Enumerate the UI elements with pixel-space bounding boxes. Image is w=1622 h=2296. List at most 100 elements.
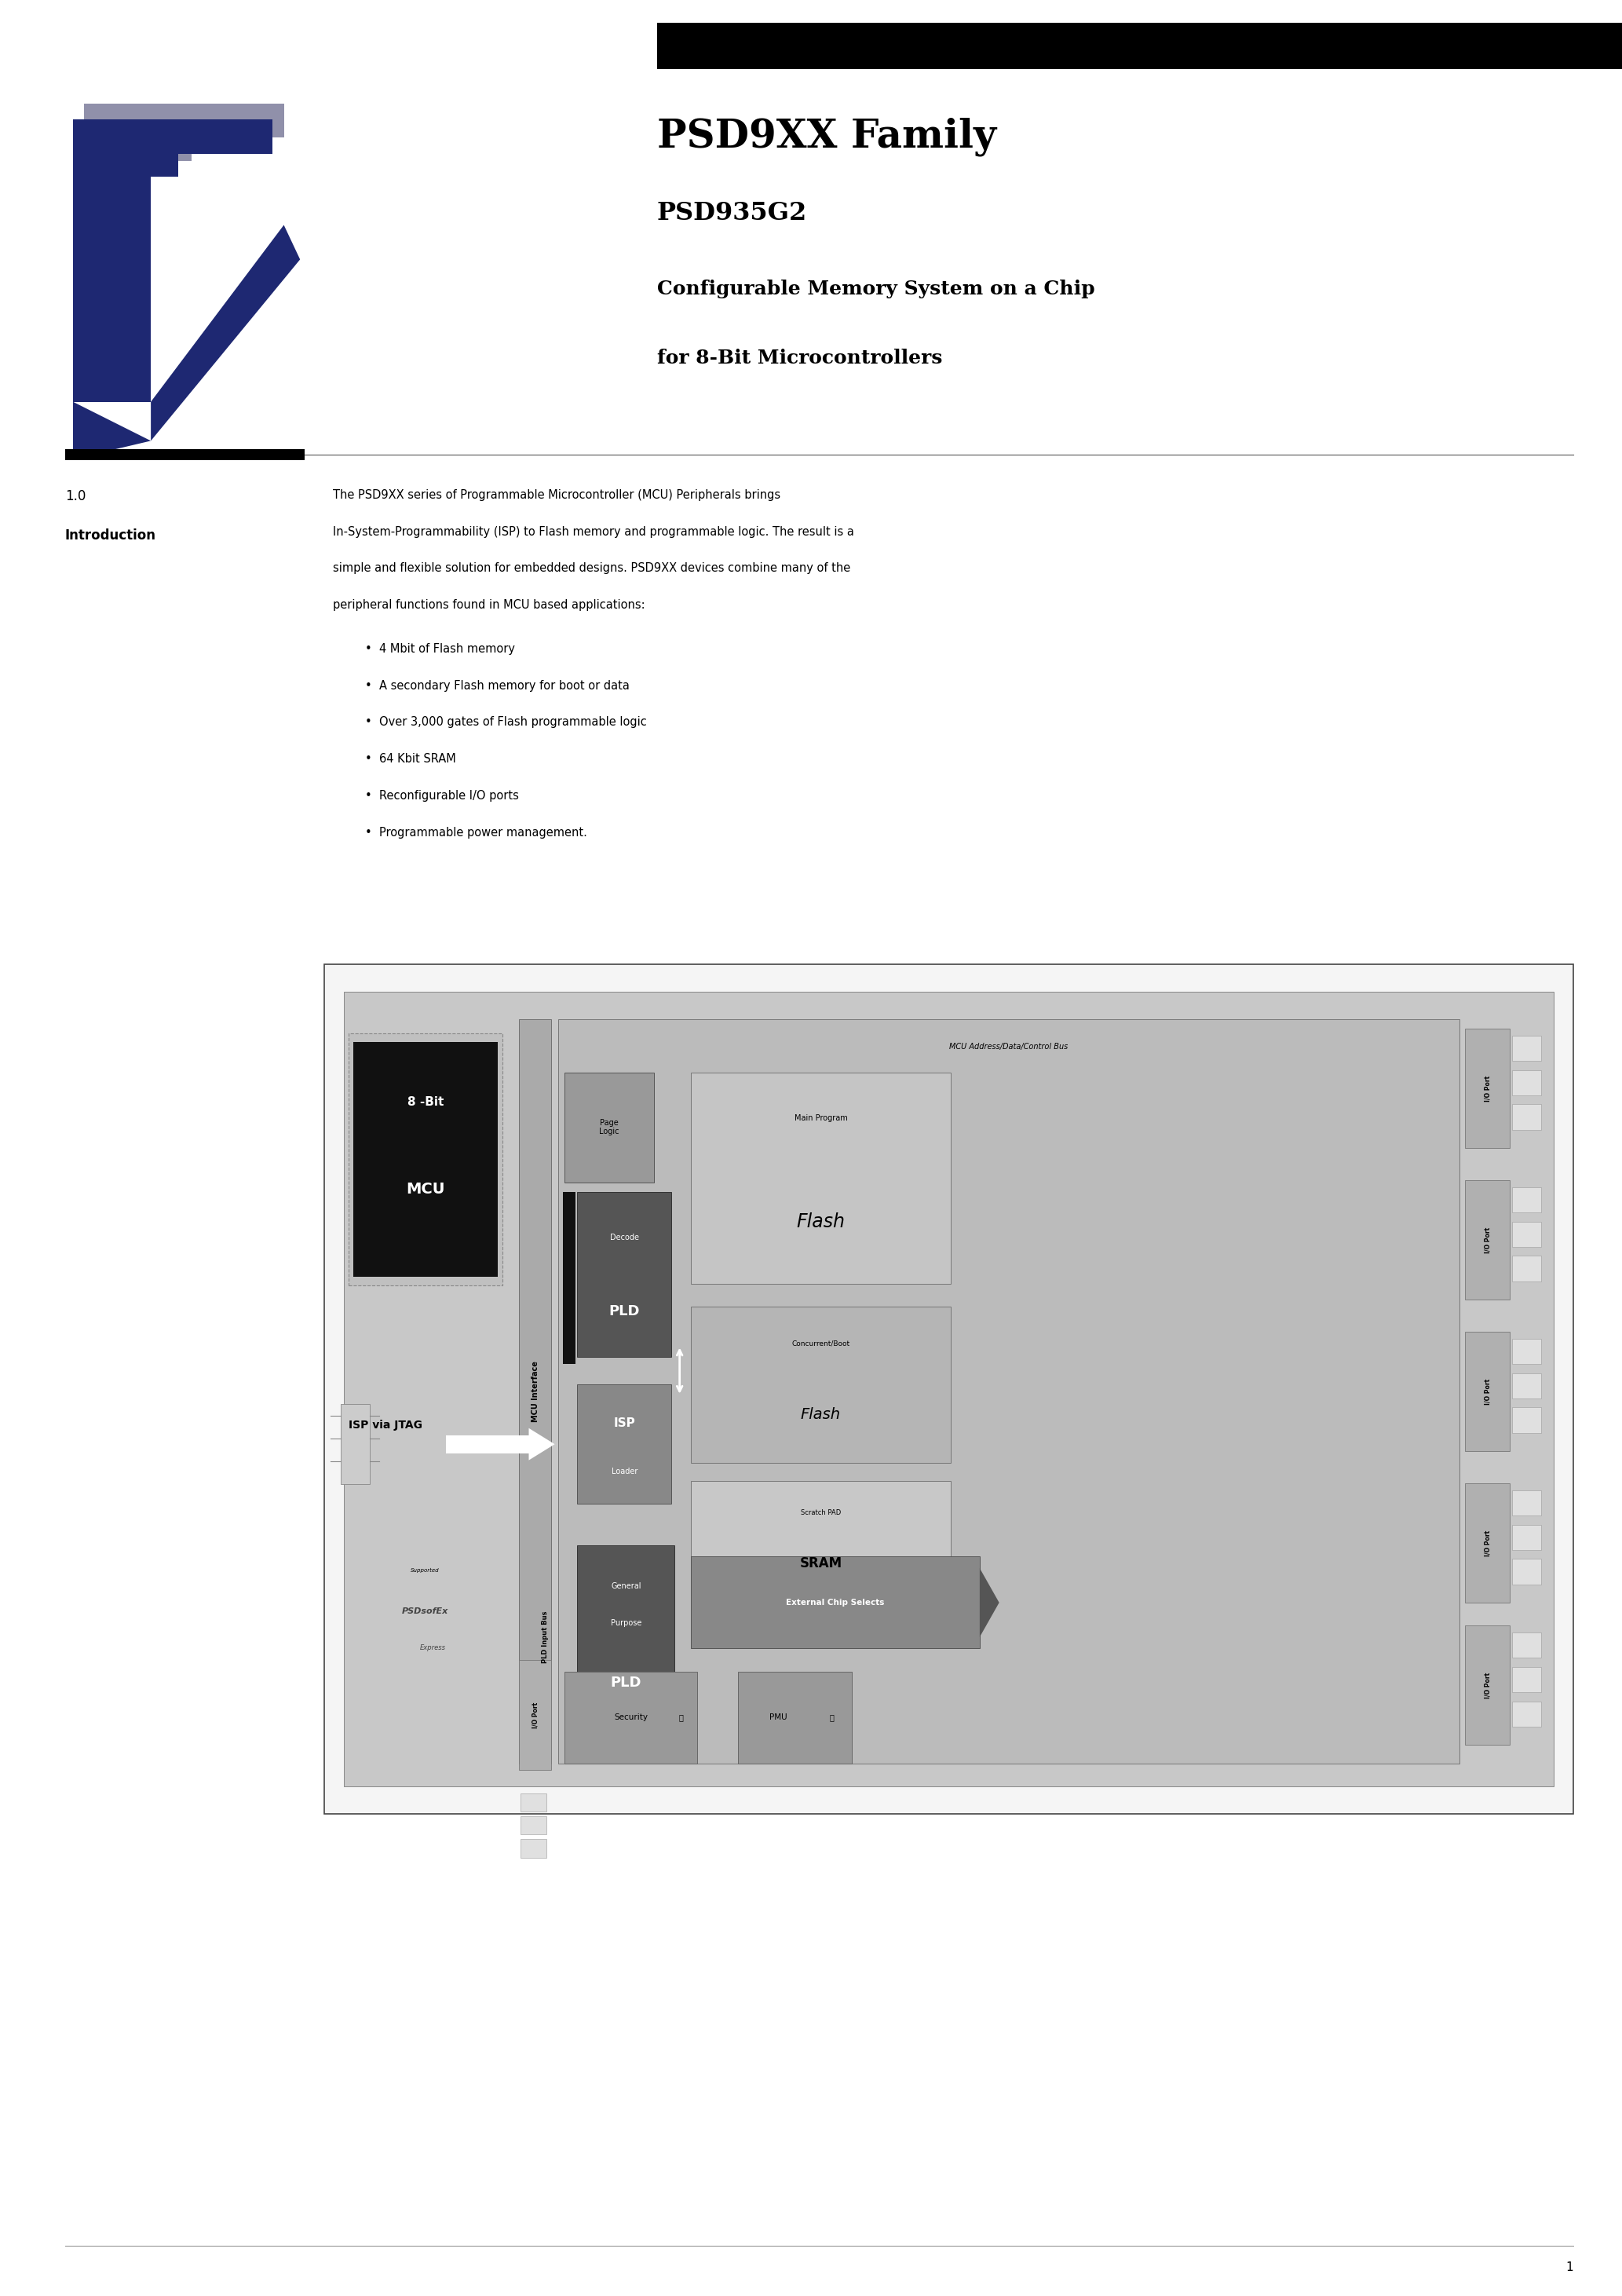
- Text: The PSD9XX series of Programmable Microcontroller (MCU) Peripherals brings: The PSD9XX series of Programmable Microc…: [333, 489, 780, 501]
- Polygon shape: [529, 1428, 555, 1460]
- Bar: [738, 1671, 852, 1763]
- Bar: [1512, 1221, 1541, 1247]
- Text: •  Programmable power management.: • Programmable power management.: [365, 827, 587, 838]
- Text: I/O Port: I/O Port: [1484, 1671, 1491, 1699]
- Text: SRAM: SRAM: [800, 1557, 842, 1570]
- Text: 🔒: 🔒: [680, 1713, 683, 1722]
- Bar: [1512, 1701, 1541, 1727]
- Text: •  Over 3,000 gates of Flash programmable logic: • Over 3,000 gates of Flash programmable…: [365, 716, 647, 728]
- Text: Decode: Decode: [610, 1233, 639, 1242]
- Polygon shape: [151, 225, 300, 441]
- Bar: [577, 1192, 672, 1357]
- Bar: [1512, 1667, 1541, 1692]
- Bar: [564, 1072, 654, 1182]
- Bar: [519, 1019, 551, 1763]
- Text: •  A secondary Flash memory for boot or data: • A secondary Flash memory for boot or d…: [365, 680, 629, 691]
- Bar: [691, 1306, 950, 1463]
- Text: •  Reconfigurable I/O ports: • Reconfigurable I/O ports: [365, 790, 519, 801]
- Text: Purpose: Purpose: [610, 1619, 642, 1628]
- Bar: [1512, 1187, 1541, 1212]
- Text: I/O Port: I/O Port: [1484, 1226, 1491, 1254]
- Bar: [691, 1072, 950, 1283]
- Text: Loader: Loader: [611, 1467, 637, 1476]
- Bar: [354, 1042, 498, 1277]
- Text: Page
Logic: Page Logic: [599, 1118, 620, 1137]
- Text: Introduction: Introduction: [65, 528, 156, 542]
- Text: PLD: PLD: [608, 1304, 641, 1318]
- Text: 🔒: 🔒: [830, 1713, 834, 1722]
- Text: •  64 Kbit SRAM: • 64 Kbit SRAM: [365, 753, 456, 765]
- Text: I/O Port: I/O Port: [532, 1701, 539, 1729]
- Bar: [1512, 1104, 1541, 1130]
- Bar: [691, 1557, 980, 1649]
- Bar: [519, 1660, 551, 1770]
- Bar: [1512, 1070, 1541, 1095]
- Text: MCU Address/Data/Control Bus: MCU Address/Data/Control Bus: [949, 1042, 1069, 1052]
- Text: PSD935G2: PSD935G2: [657, 200, 808, 225]
- Text: I/O Port: I/O Port: [1484, 1378, 1491, 1405]
- Bar: [1465, 1029, 1510, 1148]
- Text: ISP: ISP: [613, 1417, 636, 1430]
- Bar: [341, 1405, 370, 1486]
- Bar: [1512, 1256, 1541, 1281]
- Text: Flash: Flash: [796, 1212, 845, 1231]
- Text: 1: 1: [1565, 2262, 1573, 2273]
- Polygon shape: [73, 402, 151, 459]
- Text: Concurrent/Boot: Concurrent/Boot: [792, 1339, 850, 1348]
- Bar: [349, 1033, 503, 1286]
- Text: PMU: PMU: [770, 1713, 787, 1722]
- Bar: [577, 1384, 672, 1504]
- Text: Supported: Supported: [410, 1568, 440, 1573]
- Text: simple and flexible solution for embedded designs. PSD9XX devices combine many o: simple and flexible solution for embedde…: [333, 563, 850, 574]
- Polygon shape: [84, 103, 284, 161]
- Bar: [521, 1839, 547, 1857]
- Bar: [691, 1481, 950, 1596]
- Polygon shape: [73, 119, 272, 177]
- Bar: [65, 448, 305, 459]
- Bar: [1465, 1180, 1510, 1300]
- Bar: [564, 1671, 697, 1763]
- Text: I/O Port: I/O Port: [1484, 1075, 1491, 1102]
- Text: PSD9XX Family: PSD9XX Family: [657, 117, 996, 156]
- Bar: [563, 1192, 576, 1364]
- Bar: [1512, 1339, 1541, 1364]
- Bar: [1465, 1332, 1510, 1451]
- Text: ISP via JTAG: ISP via JTAG: [349, 1419, 422, 1430]
- Text: Configurable Memory System on a Chip: Configurable Memory System on a Chip: [657, 280, 1095, 298]
- Bar: [344, 992, 1554, 1786]
- Text: Scratch PAD: Scratch PAD: [801, 1508, 840, 1518]
- Text: 8 -Bit: 8 -Bit: [407, 1095, 444, 1109]
- Text: Security: Security: [615, 1713, 647, 1722]
- Text: PLD: PLD: [610, 1676, 642, 1690]
- Bar: [1512, 1525, 1541, 1550]
- Bar: [1512, 1373, 1541, 1398]
- Bar: [521, 1793, 547, 1812]
- Bar: [1512, 1632, 1541, 1658]
- Polygon shape: [980, 1568, 999, 1637]
- Bar: [1512, 1559, 1541, 1584]
- Text: In-System-Programmability (ISP) to Flash memory and programmable logic. The resu: In-System-Programmability (ISP) to Flash…: [333, 526, 853, 537]
- Bar: [73, 177, 151, 402]
- Bar: [324, 964, 1573, 1814]
- Text: PSDsofEx: PSDsofEx: [402, 1607, 448, 1614]
- Bar: [657, 23, 1622, 69]
- Text: 1.0: 1.0: [65, 489, 86, 503]
- Bar: [1512, 1490, 1541, 1515]
- Text: Express: Express: [420, 1644, 446, 1651]
- Text: MCU Interface: MCU Interface: [532, 1362, 539, 1421]
- Bar: [1465, 1483, 1510, 1603]
- Bar: [1512, 1407, 1541, 1433]
- Bar: [577, 1545, 675, 1729]
- Text: I/O Port: I/O Port: [1484, 1529, 1491, 1557]
- Text: Main Program: Main Program: [795, 1114, 847, 1123]
- Bar: [1512, 1035, 1541, 1061]
- Text: MCU: MCU: [407, 1182, 444, 1196]
- Text: peripheral functions found in MCU based applications:: peripheral functions found in MCU based …: [333, 599, 644, 611]
- Bar: [558, 1019, 1460, 1763]
- Bar: [1465, 1626, 1510, 1745]
- Text: PLD Input Bus: PLD Input Bus: [542, 1612, 548, 1662]
- Text: Flash: Flash: [801, 1407, 840, 1421]
- Bar: [521, 1816, 547, 1835]
- Text: •  4 Mbit of Flash memory: • 4 Mbit of Flash memory: [365, 643, 514, 654]
- Text: General: General: [611, 1582, 641, 1591]
